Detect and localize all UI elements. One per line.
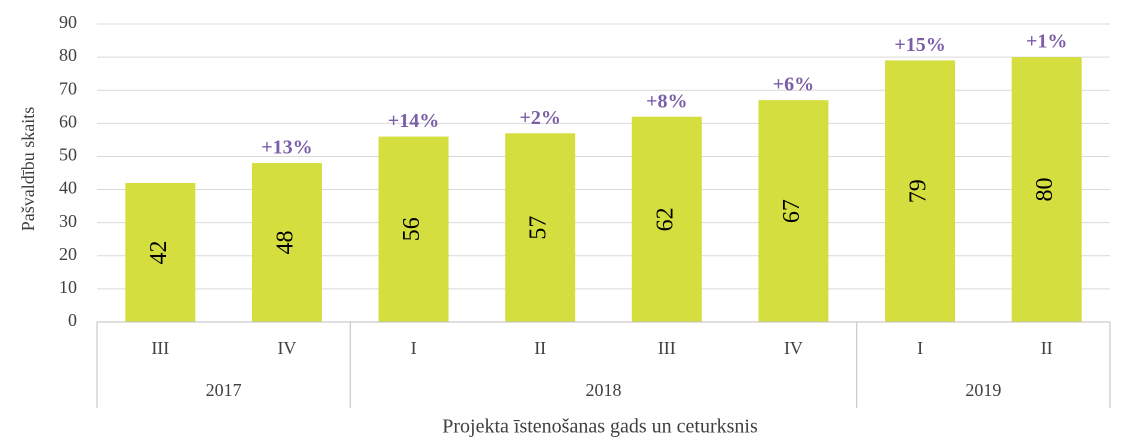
group-label: 2017 xyxy=(206,380,242,400)
value-label: 48 xyxy=(272,231,298,255)
x-axis-title: Projekta īstenošanas gads un ceturksnis xyxy=(442,416,758,438)
annotation: +14% xyxy=(388,110,439,132)
value-label: 42 xyxy=(146,240,172,264)
x-tick-label: III xyxy=(658,338,676,358)
annotation: +8% xyxy=(646,90,687,112)
y-axis-title: Pašvaldību skaits xyxy=(18,107,38,232)
y-tick-label: 10 xyxy=(59,277,77,297)
x-tick-label: II xyxy=(1041,338,1053,358)
annotation: +6% xyxy=(773,74,814,96)
value-label: 56 xyxy=(399,217,425,241)
x-tick-label: IV xyxy=(277,338,296,358)
x-tick-label: III xyxy=(151,338,169,358)
x-tick-label: I xyxy=(917,338,923,358)
x-tick-label: IV xyxy=(784,338,803,358)
annotation: +15% xyxy=(894,34,945,56)
bar xyxy=(378,136,449,322)
value-label: 67 xyxy=(779,199,805,223)
y-tick-label: 80 xyxy=(59,45,77,65)
bar xyxy=(1011,57,1082,322)
y-tick-label: 90 xyxy=(59,12,77,32)
y-tick-label: 40 xyxy=(59,178,77,198)
value-label: 80 xyxy=(1032,178,1058,202)
group-label: 2019 xyxy=(965,380,1001,400)
y-tick-label: 70 xyxy=(59,78,77,98)
bar xyxy=(505,133,576,322)
bar xyxy=(758,100,829,323)
bar xyxy=(631,116,702,322)
bar xyxy=(251,163,322,322)
y-tick-label: 0 xyxy=(68,310,77,330)
value-label: 62 xyxy=(652,207,678,231)
x-tick-label: II xyxy=(534,338,546,358)
group-label: 2018 xyxy=(586,380,622,400)
bar xyxy=(125,182,196,322)
value-label: 79 xyxy=(906,179,932,203)
bar xyxy=(885,60,956,323)
y-tick-label: 30 xyxy=(59,211,77,231)
annotation: +2% xyxy=(519,107,560,129)
annotation: +13% xyxy=(261,137,312,159)
x-tick-label: I xyxy=(411,338,417,358)
y-tick-label: 50 xyxy=(59,145,77,165)
annotation: +1% xyxy=(1026,31,1067,53)
value-label: 57 xyxy=(526,216,552,240)
y-tick-label: 20 xyxy=(59,244,77,264)
y-tick-label: 60 xyxy=(59,111,77,131)
